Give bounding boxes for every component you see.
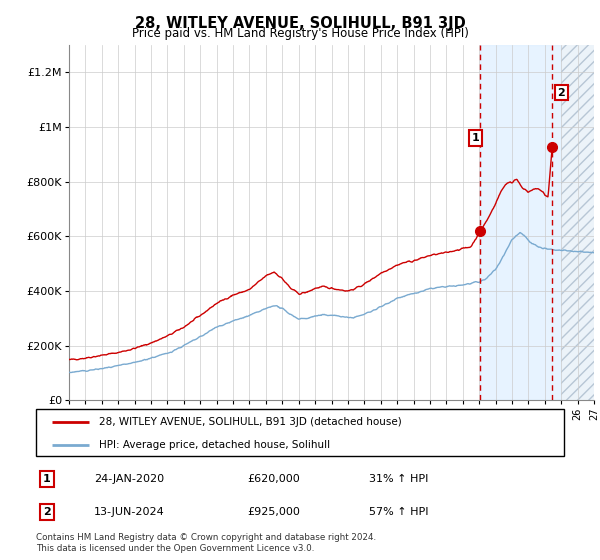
Text: 28, WITLEY AVENUE, SOLIHULL, B91 3JD: 28, WITLEY AVENUE, SOLIHULL, B91 3JD (134, 16, 466, 31)
Bar (481, 45, 561, 400)
Text: £620,000: £620,000 (247, 474, 300, 484)
Text: £925,000: £925,000 (247, 507, 300, 517)
Text: HPI: Average price, detached house, Solihull: HPI: Average price, detached house, Soli… (100, 440, 331, 450)
Text: 1: 1 (472, 133, 479, 143)
Text: 2: 2 (43, 507, 50, 517)
Text: Price paid vs. HM Land Registry's House Price Index (HPI): Price paid vs. HM Land Registry's House … (131, 27, 469, 40)
Text: 24-JAN-2020: 24-JAN-2020 (94, 474, 164, 484)
Text: 57% ↑ HPI: 57% ↑ HPI (368, 507, 428, 517)
Text: 13-JUN-2024: 13-JUN-2024 (94, 507, 165, 517)
Bar (561, 45, 594, 400)
Text: 28, WITLEY AVENUE, SOLIHULL, B91 3JD (detached house): 28, WITLEY AVENUE, SOLIHULL, B91 3JD (de… (100, 417, 402, 427)
Text: 1: 1 (43, 474, 50, 484)
Text: 2: 2 (557, 88, 565, 97)
Text: 31% ↑ HPI: 31% ↑ HPI (368, 474, 428, 484)
Text: Contains HM Land Registry data © Crown copyright and database right 2024.
This d: Contains HM Land Registry data © Crown c… (36, 533, 376, 553)
